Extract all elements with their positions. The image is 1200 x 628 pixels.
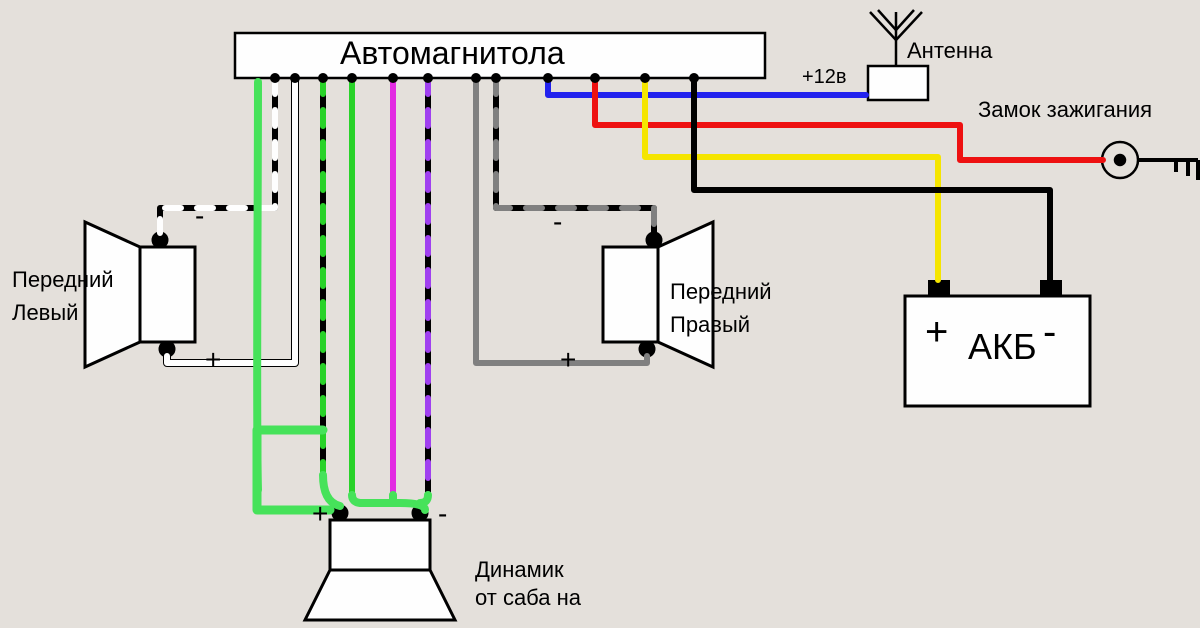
antenna-label: Антенна	[907, 38, 992, 64]
plus12v-label: +12в	[802, 66, 847, 89]
front-left-label: Передний Левый	[12, 263, 114, 329]
sub-minus: -	[438, 498, 447, 530]
wire-hand-green-vert	[257, 82, 258, 490]
battery-plus: +	[925, 310, 948, 355]
wire-hand-green-left	[257, 430, 323, 488]
battery-label: АКБ	[968, 326, 1037, 368]
fr-minus: -	[553, 206, 562, 238]
ignition-label: Замок зажигания	[978, 97, 1152, 123]
fl-plus: +	[205, 344, 221, 376]
sub-plus: +	[312, 498, 328, 530]
fr-plus: +	[560, 344, 576, 376]
front-right-label: Передний Правый	[670, 275, 772, 341]
wire-hand-green-bottom-right	[352, 495, 428, 510]
sub-speaker-label: Динамик от саба на	[475, 556, 581, 611]
antenna-amp-box	[868, 66, 928, 100]
battery-minus: -	[1043, 310, 1056, 355]
head-unit-label: Автомагнитола	[340, 35, 565, 72]
ignition-key-icon	[1102, 142, 1198, 180]
fl-minus: -	[195, 200, 204, 232]
